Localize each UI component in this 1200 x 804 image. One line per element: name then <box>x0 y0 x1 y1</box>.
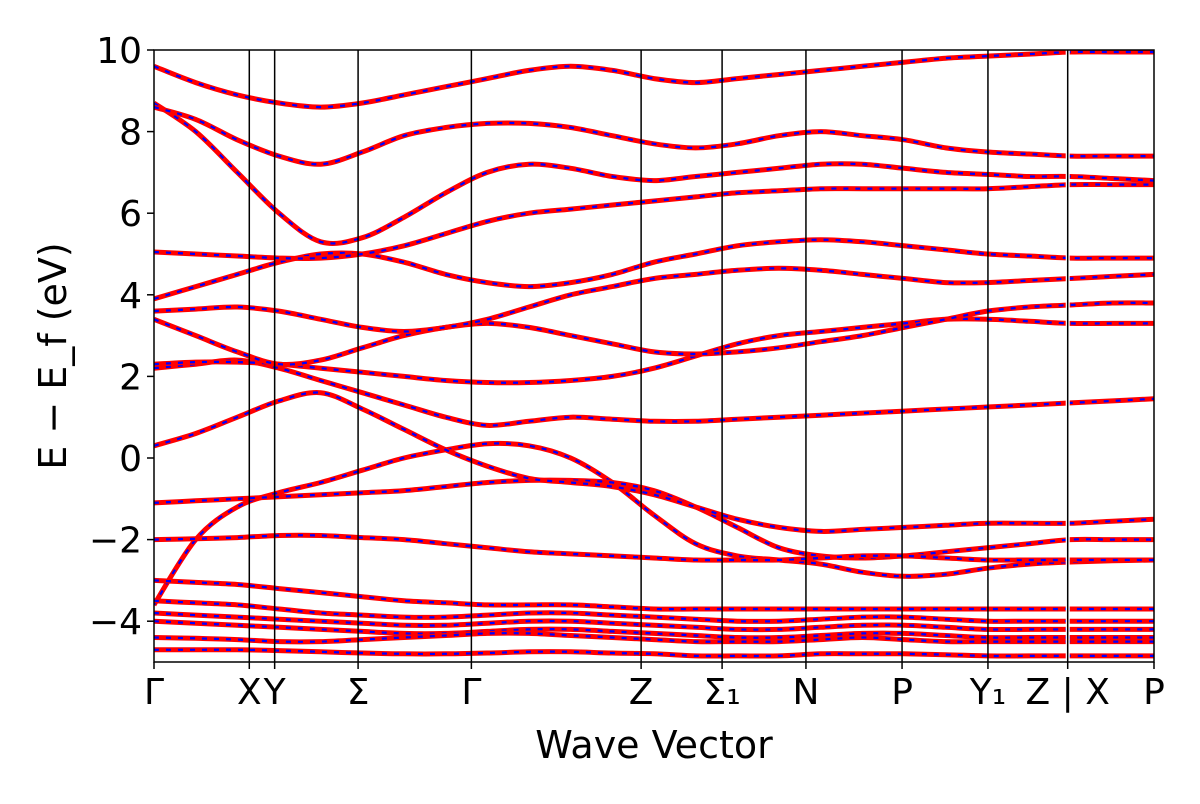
band-line-12 <box>154 50 1154 110</box>
x-tick-label-0: Γ <box>144 672 164 713</box>
y-tick-label-4: 4 <box>119 276 142 317</box>
x-axis-label: Wave Vector <box>535 723 773 767</box>
band-line-18 <box>154 647 1154 659</box>
symmetry-lines <box>248 50 1069 662</box>
x-axis-ticks: Γ X Y Σ Γ Z Σ₁ N P Y₁ Z | X P <box>144 662 1165 713</box>
band-line-dashed-12 <box>154 50 1154 109</box>
band-line-dashed-9 <box>154 183 1154 260</box>
y-tick-label-6: 8 <box>119 113 142 154</box>
band-line-dashed-10 <box>154 102 1154 245</box>
x-tick-label-9: Y₁ <box>969 672 1006 713</box>
x-tick-label-1: X <box>237 672 262 713</box>
y-tick-label-3: 2 <box>119 357 142 398</box>
y-tick-label-7: 10 <box>96 31 142 72</box>
x-tick-label-2: Y <box>263 672 287 713</box>
y-axis-label: E − E_f (eV) <box>31 242 75 470</box>
y-axis-ticks: −4 −2 0 2 4 6 8 10 <box>89 31 154 643</box>
band-line-dashed-13 <box>154 579 1154 611</box>
band-line-9 <box>154 181 1154 261</box>
x-tick-label-4: Γ <box>461 672 481 713</box>
bands-layer <box>154 50 1154 662</box>
y-tick-label-2: 0 <box>119 439 142 480</box>
band-line-10 <box>154 100 1154 246</box>
band-line-dashed-8 <box>154 238 1154 300</box>
x-tick-label-11: P <box>1143 672 1165 713</box>
band-line-13 <box>154 577 1154 612</box>
band-line-6 <box>154 300 1154 368</box>
x-tick-label-7: N <box>792 672 819 713</box>
band-line-2 <box>154 390 1154 534</box>
y-tick-label-1: −2 <box>89 521 142 562</box>
band-line-dashed-6 <box>154 301 1154 366</box>
x-tick-label-5: Z <box>629 672 654 713</box>
band-line-11 <box>154 104 1154 167</box>
x-tick-label-6: Σ₁ <box>704 672 741 713</box>
band-line-8 <box>154 237 1154 302</box>
band-line-dashed-2 <box>154 391 1154 533</box>
x-tick-label-3: Σ <box>347 672 370 713</box>
band-line-dashed-11 <box>154 106 1154 166</box>
plot-frame <box>153 49 1155 663</box>
y-tick-label-0: −4 <box>89 602 142 643</box>
x-tick-label-10: Z | X <box>1026 672 1110 713</box>
y-tick-label-5: 6 <box>119 194 142 235</box>
band-line-dashed-0 <box>154 442 1154 606</box>
x-tick-label-8: P <box>891 672 913 713</box>
